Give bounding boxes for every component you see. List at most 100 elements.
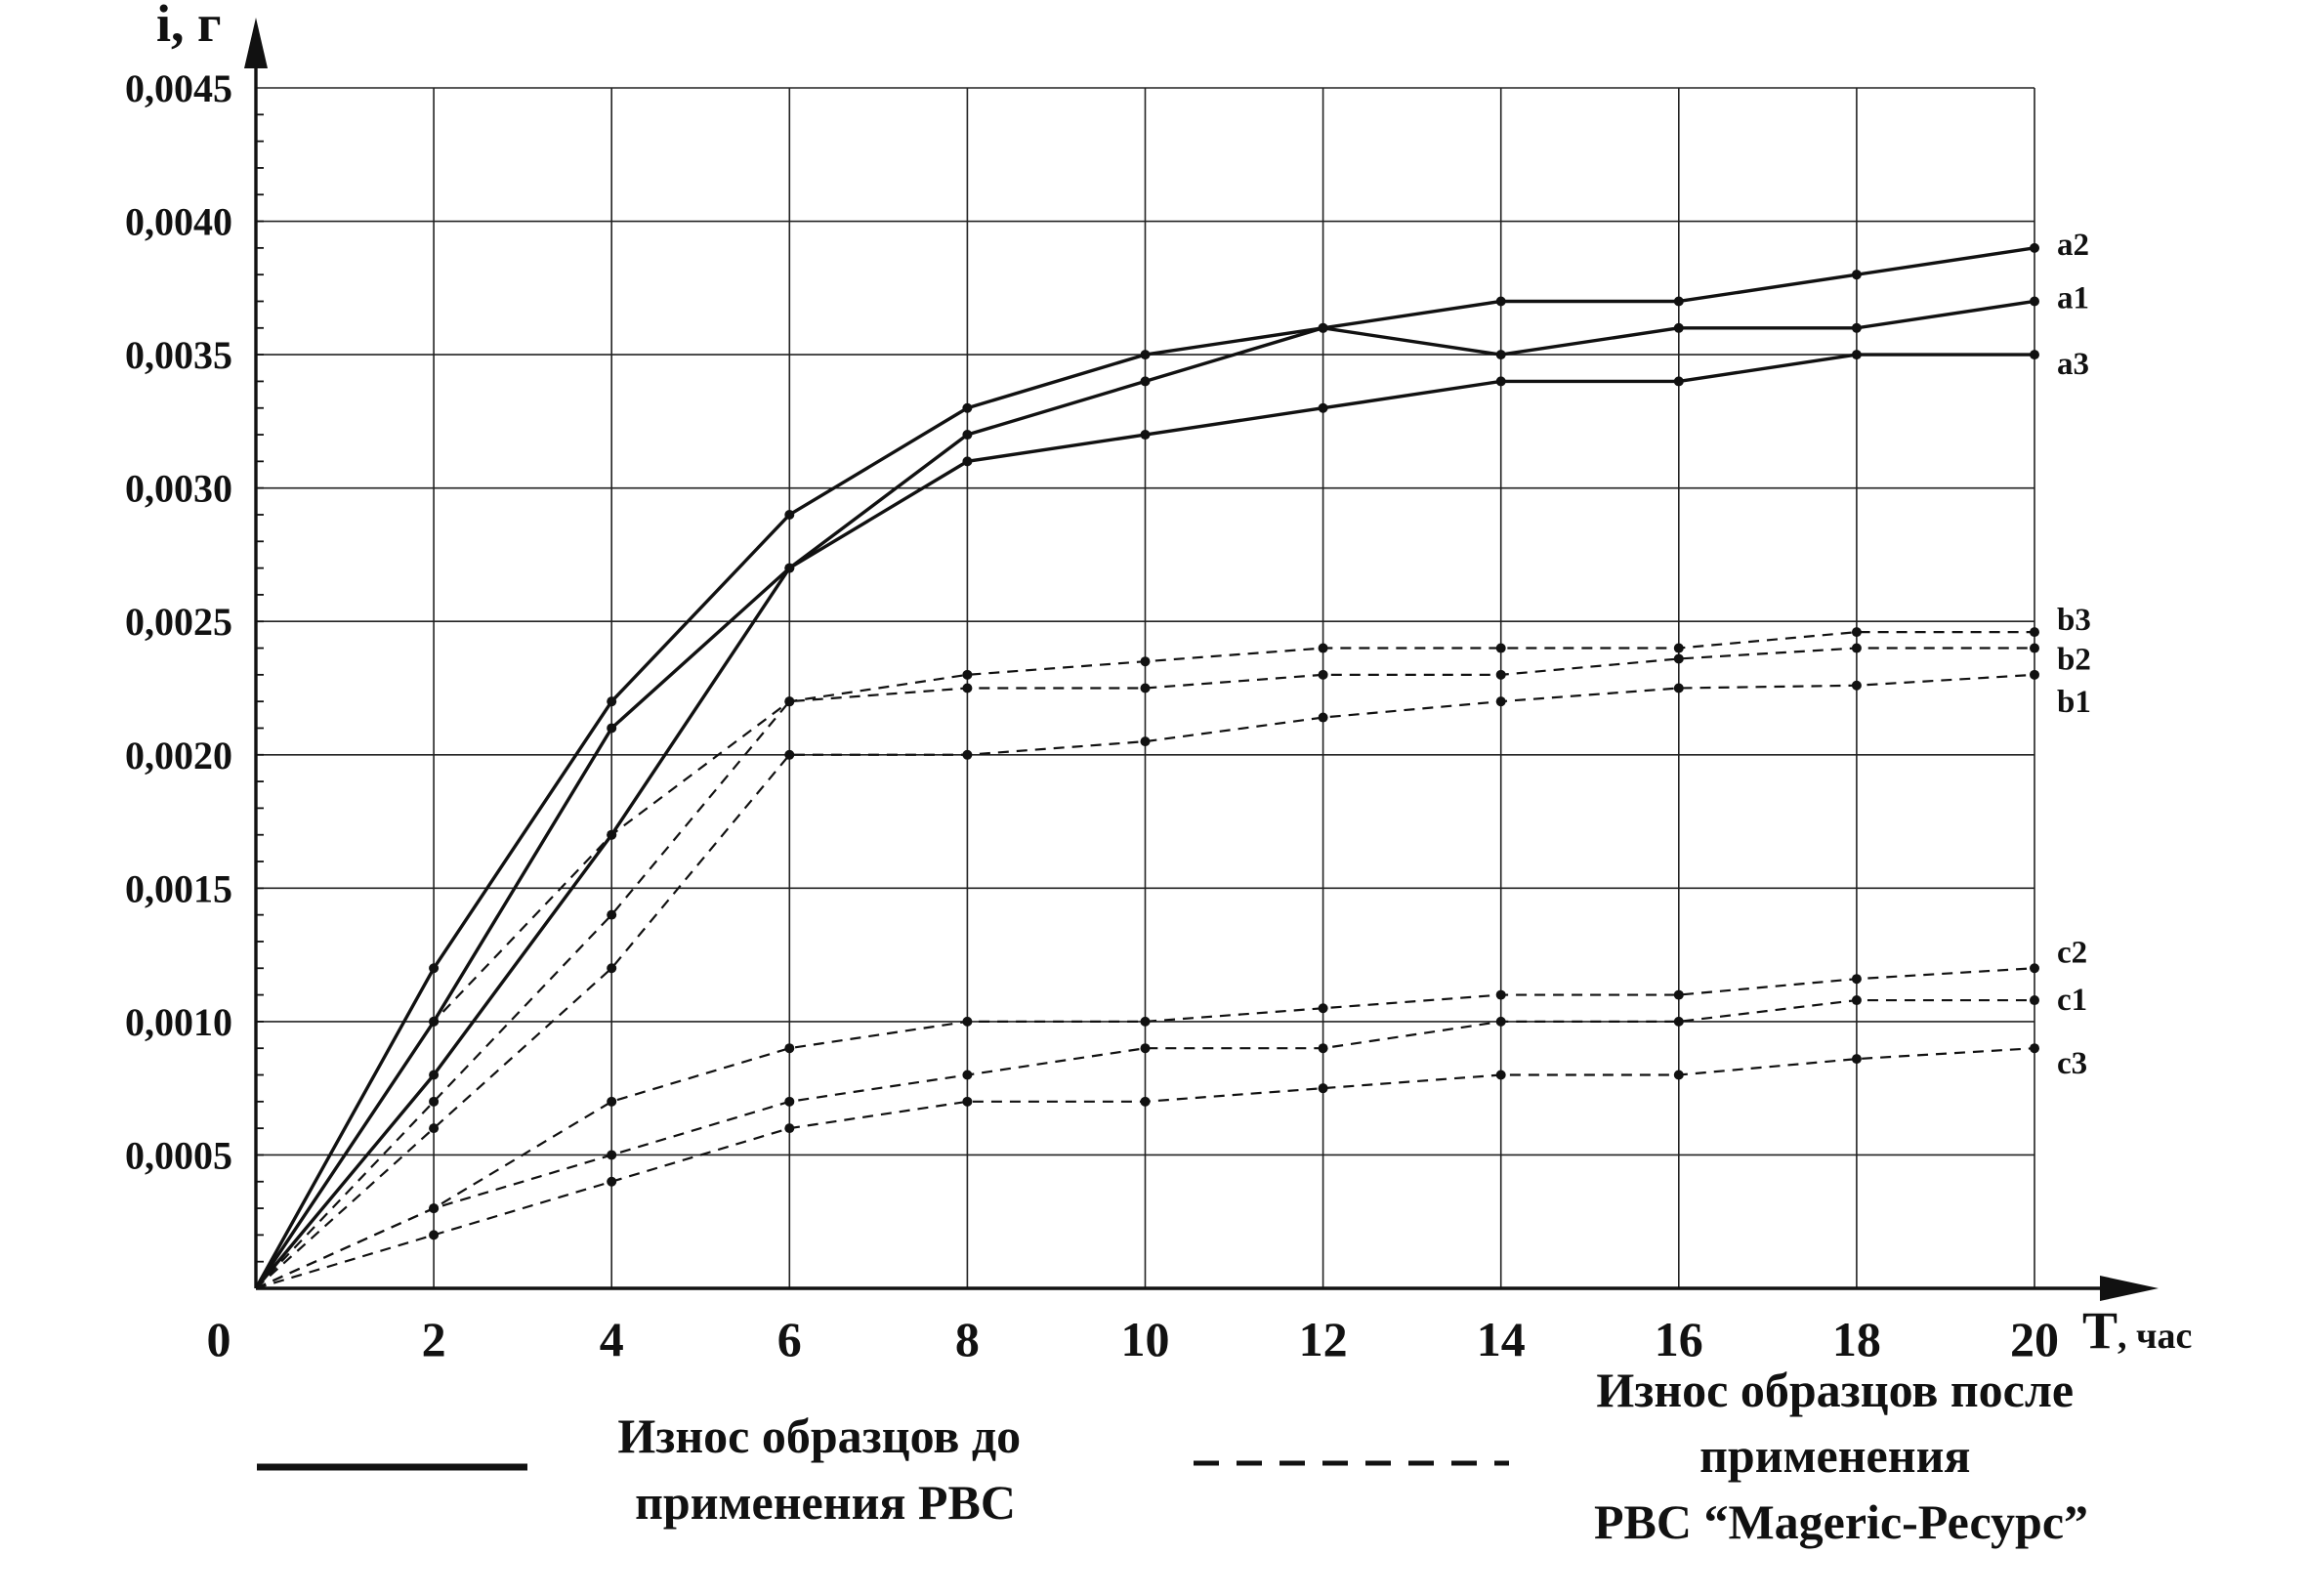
data-point	[962, 1070, 973, 1080]
legend-dashed-line-1: Износ образцов после	[1596, 1363, 2074, 1417]
legend-dashed-line-3: РВС “Mageric-Ресурс”	[1594, 1494, 2088, 1549]
x-tick-label: 2	[422, 1312, 446, 1366]
data-point	[1673, 296, 1684, 307]
data-point	[784, 509, 795, 520]
x-origin-label: 0	[207, 1312, 231, 1366]
data-point	[1851, 322, 1862, 333]
y-tick-label: 0,0025	[125, 600, 232, 644]
data-point	[1495, 296, 1506, 307]
series-b1	[255, 669, 2039, 1289]
data-point	[1318, 1003, 1328, 1014]
x-tick-label: 18	[1832, 1312, 1881, 1366]
data-point	[962, 683, 973, 693]
data-point	[1673, 1016, 1684, 1027]
data-point	[429, 1123, 440, 1134]
data-point	[1318, 1043, 1328, 1054]
data-point	[784, 1123, 795, 1134]
data-point	[962, 430, 973, 441]
legend: Износ образцов до применения РВС Износ о…	[257, 1363, 2088, 1549]
x-tick-label: 4	[600, 1312, 624, 1366]
data-point	[962, 749, 973, 760]
data-point	[1495, 669, 1506, 680]
series-label-a1: a1	[2057, 280, 2089, 315]
series-a2	[254, 242, 2039, 1289]
y-tick-label: 0,0020	[125, 734, 232, 777]
series-line-b1	[255, 673, 2035, 1289]
data-point	[1318, 643, 1328, 653]
data-point	[1673, 653, 1684, 664]
data-point	[429, 1230, 440, 1240]
y-tick-label: 0,0030	[125, 467, 232, 511]
y-axis-label: i, г	[156, 0, 222, 53]
data-point	[607, 909, 617, 920]
data-point	[1140, 683, 1151, 693]
x-axis-unit: , час	[2118, 1316, 2192, 1357]
x-tick-label: 20	[2010, 1312, 2059, 1366]
data-point	[1140, 1096, 1151, 1107]
data-point	[1673, 322, 1684, 333]
y-tick-label: 0,0015	[125, 866, 232, 910]
tick-labels: 0,0005 0,0010 0,0015 0,0020 0,0025 0,0030 0,00…	[125, 66, 2059, 1366]
data-point	[607, 1150, 617, 1160]
data-point	[1851, 350, 1862, 360]
series-label-c3: c3	[2057, 1046, 2087, 1081]
data-point	[607, 1176, 617, 1187]
data-point	[784, 1043, 795, 1054]
data-point	[429, 1203, 440, 1214]
series-b3	[255, 627, 2039, 1289]
data-point	[607, 963, 617, 974]
data-point	[1140, 350, 1151, 360]
x-axis-label: T, час	[2082, 1301, 2192, 1360]
data-point	[429, 1096, 440, 1107]
y-tick-label: 0,0035	[125, 333, 232, 377]
data-point	[1851, 643, 1862, 653]
data-point	[1140, 1016, 1151, 1027]
data-point	[1673, 989, 1684, 1000]
legend-solid-text: Износ образцов до применения РВС	[617, 1408, 1032, 1530]
data-point	[784, 749, 795, 760]
x-tick-label: 14	[1477, 1312, 1526, 1366]
data-point	[607, 723, 617, 734]
data-point	[1673, 683, 1684, 693]
data-point	[2030, 669, 2039, 680]
data-point	[962, 1096, 973, 1107]
y-tick-label: 0,0005	[125, 1133, 232, 1177]
data-point	[1495, 1016, 1506, 1027]
legend-solid-line-1: Износ образцов до	[617, 1408, 1021, 1463]
data-point	[1851, 627, 1862, 638]
legend-dashed-text: Износ образцов после применения РВС “Mag…	[1594, 1363, 2088, 1549]
data-point	[429, 1070, 440, 1080]
series-label-a3: a3	[2057, 347, 2089, 382]
data-point	[1318, 712, 1328, 723]
series-a3	[254, 350, 2039, 1290]
series-line-c1	[255, 998, 2034, 1290]
data-point	[1495, 696, 1506, 707]
data-point	[1140, 736, 1151, 747]
data-point	[1140, 376, 1151, 387]
data-point	[1140, 1043, 1151, 1054]
y-axis-arrow	[244, 18, 268, 68]
data-point	[1673, 376, 1684, 387]
x-tick-label: 6	[777, 1312, 802, 1366]
series-label-c1: c1	[2057, 983, 2087, 1018]
data-point	[1851, 974, 1862, 985]
data-point	[962, 456, 973, 467]
data-point	[1495, 350, 1506, 360]
series-label-a2: a2	[2057, 228, 2089, 263]
x-tick-label: 16	[1655, 1312, 1703, 1366]
series-a1	[254, 296, 2039, 1289]
data-point	[607, 1096, 617, 1107]
y-tick-label: 0,0040	[125, 200, 232, 244]
series: a2 a1 a3 b3 b2 b1 c2 c1 c3	[254, 228, 2091, 1290]
data-point	[1851, 270, 1862, 280]
series-b2	[255, 643, 2039, 1289]
series-line-b2	[255, 647, 2034, 1289]
data-point	[2030, 963, 2039, 974]
data-point	[2030, 350, 2039, 360]
data-point	[1673, 643, 1684, 653]
data-point	[962, 1016, 973, 1027]
data-point	[784, 696, 795, 707]
x-tick-label: 10	[1121, 1312, 1170, 1366]
series-c2	[255, 963, 2039, 1290]
